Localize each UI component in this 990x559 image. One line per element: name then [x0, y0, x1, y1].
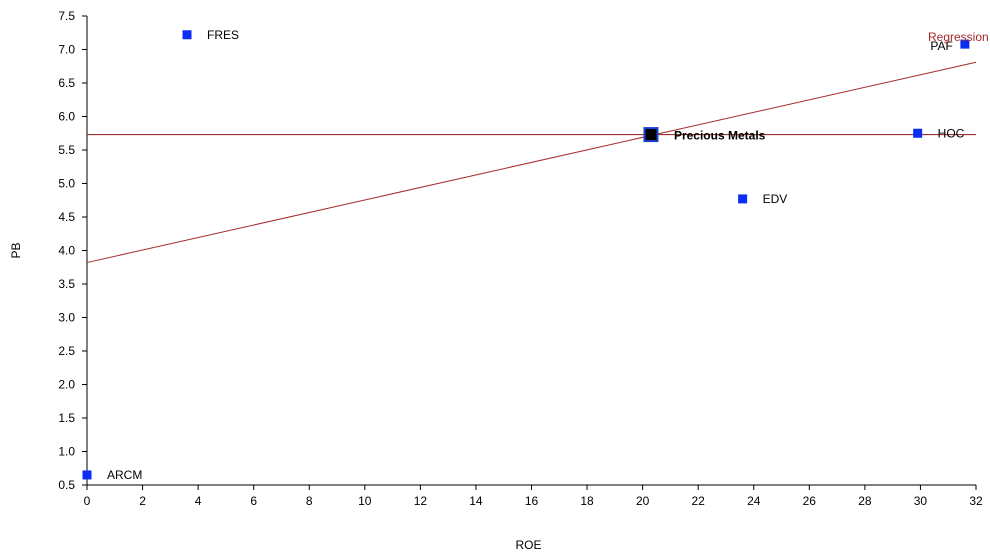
y-tick-label: 4.5 [58, 210, 75, 224]
x-tick-label: 4 [195, 494, 202, 508]
y-tick-label: 1.0 [58, 445, 75, 459]
x-tick-label: 10 [358, 494, 372, 508]
y-tick-label: 2.0 [58, 378, 75, 392]
y-tick-label: 3.0 [58, 311, 75, 325]
x-tick-label: 0 [84, 494, 91, 508]
y-axis-title: PB [9, 242, 23, 258]
y-tick-label: 7.0 [58, 43, 75, 57]
y-tick-label: 4.0 [58, 244, 75, 258]
x-tick-label: 22 [692, 494, 706, 508]
y-tick-label: 5.0 [58, 177, 75, 191]
y-tick-label: 1.5 [58, 411, 75, 425]
x-tick-label: 8 [306, 494, 313, 508]
highlight-point [644, 128, 657, 141]
y-tick-label: 7.5 [58, 9, 75, 23]
highlight-point-label: Precious Metals [674, 129, 766, 143]
y-tick-label: 3.5 [58, 277, 75, 291]
y-tick-label: 6.0 [58, 110, 75, 124]
x-tick-label: 26 [803, 494, 817, 508]
point-label-fres: FRES [207, 28, 239, 42]
data-point-fres [183, 30, 192, 39]
y-tick-label: 2.5 [58, 344, 75, 358]
x-tick-label: 32 [969, 494, 983, 508]
data-point-arcm [83, 470, 92, 479]
x-tick-label: 18 [580, 494, 594, 508]
y-tick-label: 0.5 [58, 478, 75, 492]
regression-label: Regression [928, 30, 989, 44]
x-tick-label: 14 [469, 494, 483, 508]
x-tick-label: 28 [858, 494, 872, 508]
x-tick-label: 12 [414, 494, 428, 508]
reference-lines [87, 62, 976, 262]
axes: 0.5 1.0 1.5 2.0 2.5 3.0 3.5 4.0 4.5 5.0 5.5 6.0 6.5 7… [58, 9, 983, 508]
x-tick-label: 30 [914, 494, 928, 508]
point-label-arcm: ARCM [107, 468, 142, 482]
x-tick-label: 16 [525, 494, 539, 508]
data-point-hoc [913, 129, 922, 138]
x-tick-label: 2 [139, 494, 146, 508]
y-tick-label: 6.5 [58, 76, 75, 90]
x-axis-title: ROE [515, 538, 541, 552]
regression-line [87, 62, 976, 262]
x-tick-label: 20 [636, 494, 650, 508]
data-point-edv [738, 194, 747, 203]
y-tick-label: 5.5 [58, 143, 75, 157]
x-tick-label: 6 [250, 494, 257, 508]
point-label-edv: EDV [763, 192, 788, 206]
x-tick-label: 24 [747, 494, 761, 508]
data-points [83, 30, 970, 479]
point-label-hoc: HOC [938, 126, 965, 140]
